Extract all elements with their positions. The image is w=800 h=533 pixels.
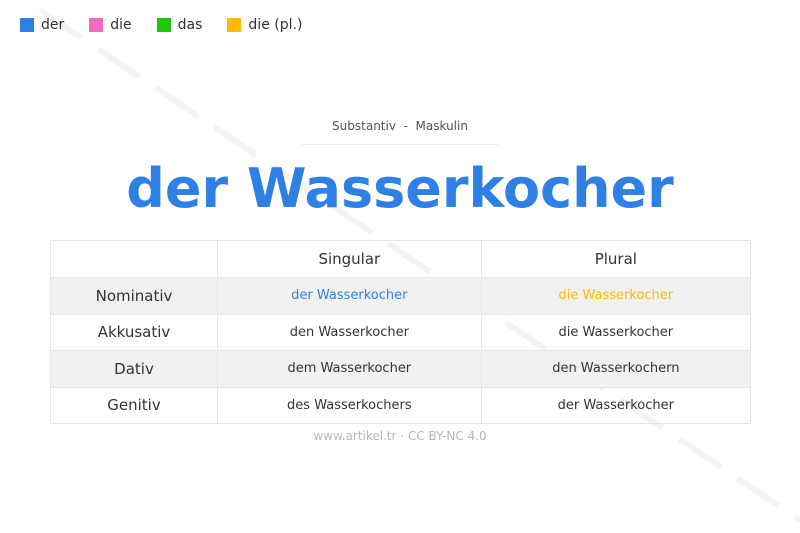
page-title: der Wasserkocher [126,157,674,220]
plural-form: die Wasserkocher [480,313,752,351]
legend-label: der [41,17,65,33]
singular-form: den Wasserkocher [217,313,482,351]
table-row: Dativ dem Wasserkocher den Wasserkochern [50,350,752,388]
legend-label: das [177,17,203,33]
color-swatch [156,18,171,32]
plural-form: den Wasserkochern [480,350,752,388]
footer-credit: www.artikel.tr · CC BY-NC 4.0 [313,429,487,443]
gender-legend: der die das die (pl.) [20,17,327,33]
plural-form: die Wasserkocher [480,277,752,315]
declension-table: Singular Plural Nominativ der Wasserkoch… [50,240,752,424]
singular-form: des Wasserkochers [217,386,482,424]
case-label: Dativ [50,350,218,388]
case-label: Nominativ [50,277,218,315]
legend-item-der: der [20,17,64,33]
case-label: Genitiv [50,386,218,424]
table-row: Akkusativ den Wasserkocher die Wasserkoc… [50,313,752,351]
legend-label: die (pl.) [248,17,303,33]
color-swatch [89,18,104,32]
legend-item-die-plural: die (pl.) [227,17,302,33]
header-empty [50,240,218,278]
divider [302,144,498,145]
table-row: Genitiv des Wasserkochers der Wasserkoch… [50,386,752,424]
header-plural: Plural [480,240,752,278]
header-singular: Singular [217,240,482,278]
legend-label: die [110,17,132,33]
table-header: Singular Plural [50,240,752,278]
singular-form: der Wasserkocher [217,277,482,315]
singular-form: dem Wasserkocher [217,350,482,388]
legend-item-das: das [156,17,203,33]
color-swatch [227,18,242,32]
word-type: Substantiv - Maskulin [332,119,468,133]
plural-form: der Wasserkocher [480,386,752,424]
color-swatch [20,18,34,32]
table-row: Nominativ der Wasserkocher die Wasserkoc… [50,277,752,315]
case-label: Akkusativ [50,313,218,351]
legend-item-die: die [89,17,132,33]
